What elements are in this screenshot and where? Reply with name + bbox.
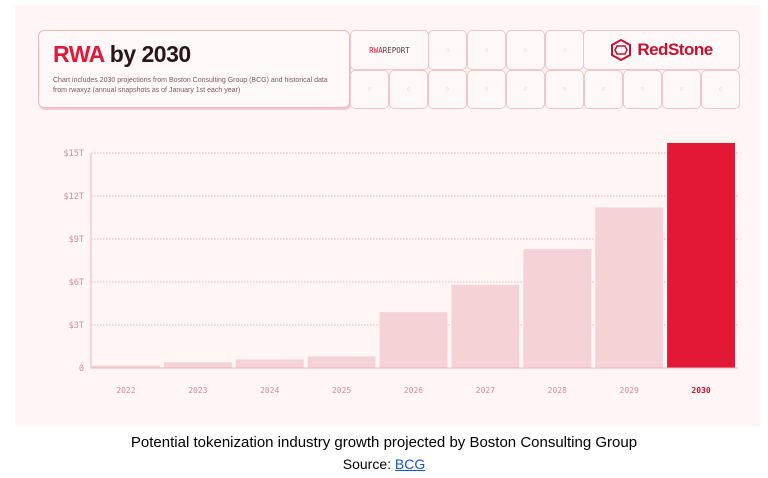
header-cell: ○ xyxy=(428,70,467,109)
y-tick-label: $3T xyxy=(69,321,84,331)
header-cell: ○ xyxy=(623,70,662,109)
y-tick-label: $9T xyxy=(69,235,84,245)
x-tick-label: 2029 xyxy=(620,386,639,395)
header-cell: ○ xyxy=(701,70,740,109)
x-tick-label: 2028 xyxy=(548,386,567,395)
bar-2027 xyxy=(451,284,520,368)
x-tick-label: 2026 xyxy=(404,386,423,395)
x-tick-label: 2025 xyxy=(332,386,351,395)
bar-2026 xyxy=(379,312,448,368)
header-cell: ○ xyxy=(467,30,506,70)
y-tick-label: $12T xyxy=(64,192,84,202)
redstone-logo-icon xyxy=(611,39,632,61)
x-tick-label: 2027 xyxy=(476,386,495,395)
redstone-logo: RedStone xyxy=(583,30,740,70)
bar-2030 xyxy=(667,142,735,368)
chart-title: RWA by 2030 xyxy=(53,41,191,67)
source-line: Source: BCG xyxy=(342,456,426,472)
bar-2029 xyxy=(595,207,664,368)
x-tick-label: 2022 xyxy=(116,386,135,395)
bar-2025 xyxy=(307,356,376,368)
header-cell: ○ xyxy=(506,70,545,109)
chart-description: Chart includes 2030 projections from Bos… xyxy=(53,77,328,94)
x-tick-label: 2024 xyxy=(260,386,279,395)
header-cell: ○ xyxy=(428,30,467,70)
header-cell: ○ xyxy=(506,30,545,70)
x-tick-label: 2023 xyxy=(188,386,207,395)
figure-caption: Potential tokenization industry growth p… xyxy=(130,434,638,451)
header-cell: ○ xyxy=(350,70,389,109)
bar-2022 xyxy=(92,365,160,368)
bar-2028 xyxy=(523,249,592,368)
y-tick-label: $6T xyxy=(69,278,84,288)
y-tick-label: $15T xyxy=(64,149,84,159)
x-tick-label: 2030 xyxy=(691,386,710,395)
source-link[interactable]: BCG xyxy=(394,456,426,472)
header-cell: ○ xyxy=(389,70,428,109)
header-cell: ○ xyxy=(662,70,701,109)
bar-2024 xyxy=(235,359,304,368)
header-cell: ○ xyxy=(584,70,623,109)
title-box: RWA by 2030 Chart includes 2030 projecti… xyxy=(38,30,350,108)
bar-2023 xyxy=(163,362,232,368)
header-cell: ○ xyxy=(467,70,506,109)
header-cell: ○ xyxy=(545,70,584,109)
y-tick-label: 0 xyxy=(79,364,84,374)
